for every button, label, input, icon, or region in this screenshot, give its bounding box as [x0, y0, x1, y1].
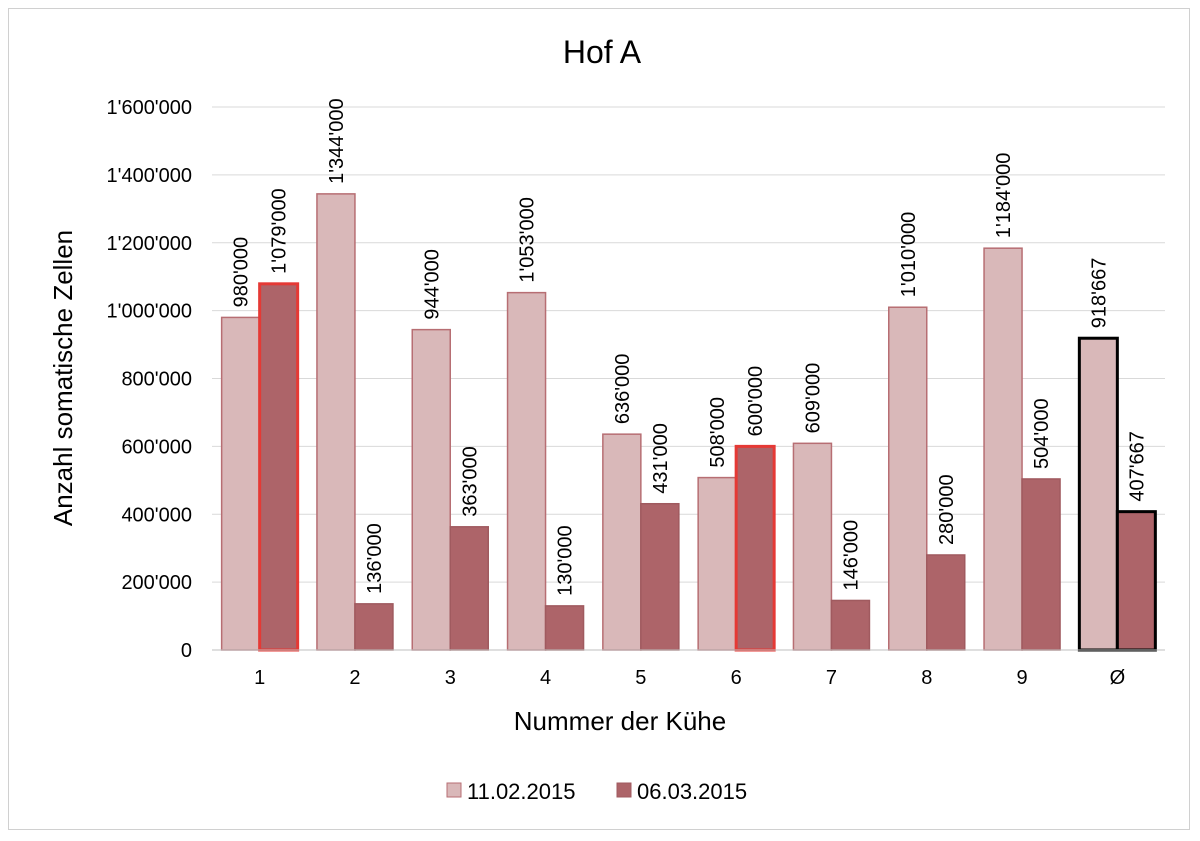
bar-series-2-cat-2: [354, 603, 394, 651]
data-label: 918'667: [1088, 258, 1110, 329]
x-tick-label: 3: [445, 667, 456, 689]
bar-series-1-cat-10: [1077, 336, 1119, 652]
x-tick-label: 8: [921, 667, 932, 689]
data-label: 609'000: [802, 363, 824, 434]
data-label: 130'000: [555, 525, 577, 596]
bar-series-1-cat-6: [697, 476, 737, 651]
bar-series-1-cat-4: [506, 291, 547, 651]
bar-series-1-cat-8: [888, 306, 928, 651]
data-label: 1'079'000: [269, 188, 291, 274]
y-tick-label: 400'000: [121, 504, 192, 526]
bars: [220, 193, 1157, 652]
bar-series-2-cat-8: [926, 554, 966, 651]
chart-title: Hof A: [563, 34, 642, 70]
x-tick-label: 9: [1016, 667, 1027, 689]
data-label: 136'000: [364, 523, 386, 594]
y-axis-ticks: 0 200'000 400'000 600'000 800'000 1'000'000 1'…: [107, 97, 193, 662]
legend: 11.02.2015 06.03.2015: [446, 779, 747, 804]
bar-series-2-cat-5: [640, 502, 680, 651]
bar-series-2-cat-1: [258, 282, 300, 652]
legend-swatch-series-1: [446, 782, 462, 798]
bar-series-2-cat-3: [449, 526, 489, 651]
bar-series-2-cat-9: [1021, 478, 1061, 651]
bar-series-1-cat-3: [411, 328, 451, 651]
bar-series-2-cat-4: [544, 605, 585, 651]
bar-series-2-cat-7: [830, 599, 871, 651]
data-label: 363'000: [459, 446, 481, 517]
data-label: 504'000: [1031, 398, 1053, 469]
bar-series-2-cat-6: [734, 444, 776, 652]
data-label: 280'000: [936, 474, 958, 545]
bar-series-1-cat-5: [602, 433, 642, 651]
y-tick-label: 0: [181, 640, 192, 662]
y-tick-label: 1'400'000: [107, 165, 193, 187]
data-label: 636'000: [612, 354, 634, 425]
x-tick-label: 2: [349, 667, 360, 689]
legend-label-series-1: 11.02.2015: [467, 779, 575, 804]
x-tick-label: Ø: [1110, 667, 1126, 689]
y-tick-label: 600'000: [121, 436, 192, 458]
data-label: 431'000: [650, 423, 672, 494]
data-label: 980'000: [231, 237, 253, 308]
data-label: 1'344'000: [326, 98, 348, 184]
y-tick-label: 1'200'000: [107, 233, 193, 255]
data-label: 1'010'000: [898, 212, 920, 298]
legend-label-series-2: 06.03.2015: [637, 779, 747, 804]
x-tick-label: 5: [635, 667, 646, 689]
y-tick-label: 1'600'000: [107, 97, 193, 119]
x-axis-ticks: 1 2 3 4 5 6 7 8 9 Ø: [254, 667, 1125, 689]
y-tick-label: 800'000: [121, 369, 192, 391]
bar-series-1-cat-9: [983, 247, 1023, 651]
data-label: 146'000: [840, 520, 862, 591]
bar-series-2-cat-10: [1115, 510, 1157, 652]
data-label: 407'667: [1126, 431, 1148, 502]
data-label: 1'053'000: [517, 197, 539, 283]
x-tick-label: 6: [731, 667, 742, 689]
x-axis-title: Nummer der Kühe: [514, 706, 726, 736]
data-label: 508'000: [707, 397, 729, 468]
y-tick-label: 1'000'000: [107, 301, 193, 323]
data-label: 1'184'000: [993, 153, 1015, 239]
data-label: 944'000: [421, 249, 443, 320]
x-tick-label: 4: [540, 667, 551, 689]
legend-swatch-series-2: [616, 782, 632, 798]
bar-series-1-cat-2: [316, 193, 356, 651]
y-axis-title: Anzahl somatische Zellen: [48, 230, 78, 526]
bar-series-1-cat-7: [792, 442, 833, 651]
x-tick-label: 7: [826, 667, 837, 689]
y-tick-label: 200'000: [121, 572, 192, 594]
bar-series-1-cat-1: [220, 316, 261, 651]
data-labels: 980'000 1'079'000 1'344'000 136'000 944'000 3…: [231, 98, 1149, 596]
x-tick-label: 1: [254, 667, 265, 689]
data-label: 600'000: [745, 366, 767, 437]
